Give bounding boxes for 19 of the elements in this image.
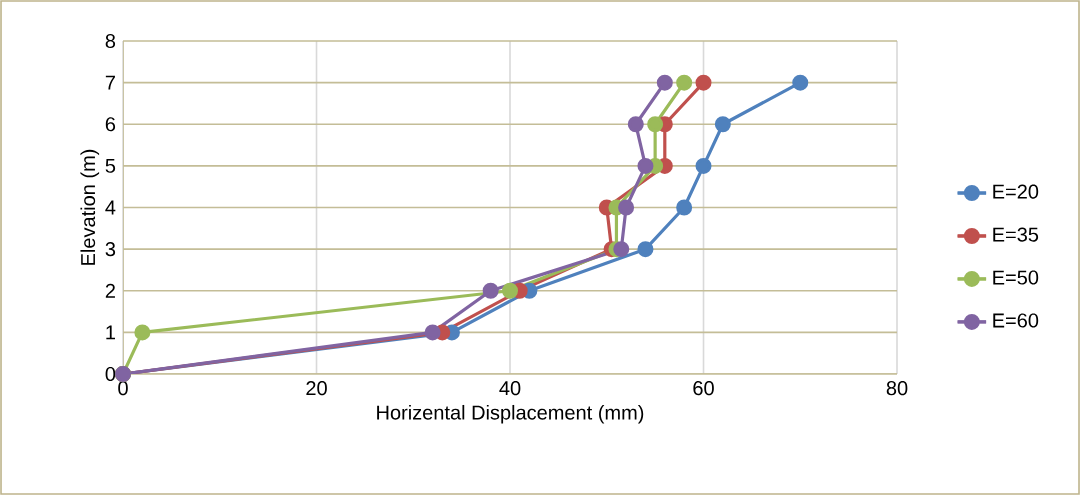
y-tick-label: 1 [106, 325, 115, 340]
legend-label: E=50 [993, 270, 1039, 285]
y-tick-label: 6 [105, 117, 116, 132]
y-axis-title: Elevation (m) [80, 149, 100, 265]
legend-label: E=20 [993, 184, 1039, 199]
legend-label: E=35 [993, 227, 1039, 242]
y-tick-label: 8 [105, 33, 116, 49]
y-tick-label: 3 [105, 242, 116, 257]
x-tick-label: 20 [306, 381, 327, 396]
x-tick-label: 80 [886, 381, 908, 396]
y-tick-label: 4 [105, 200, 116, 215]
y-tick-label: 5 [105, 158, 116, 173]
legend-label: E=60 [993, 313, 1039, 328]
y-tick-label: 7 [105, 75, 115, 90]
x-tick-label: 60 [693, 381, 714, 396]
y-tick-label: 2 [105, 283, 115, 298]
x-axis-title: Horizental Displacement (mm) [377, 404, 644, 424]
y-tick-label: 0 [105, 366, 116, 382]
x-tick-label: 40 [499, 381, 521, 396]
